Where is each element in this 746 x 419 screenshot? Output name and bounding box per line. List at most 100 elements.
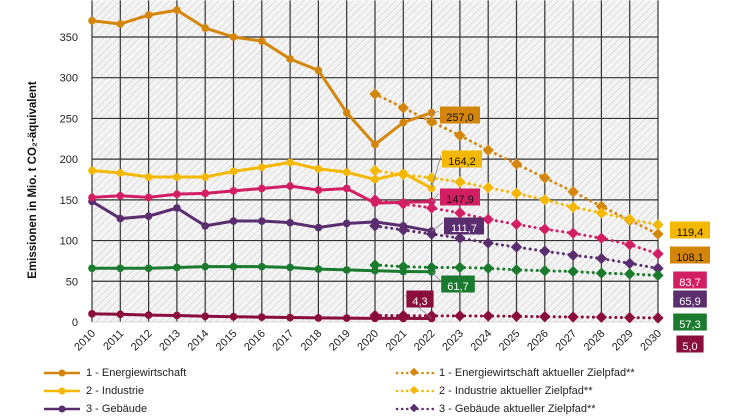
data-labels: 257,0 164,2 147,9 111,7 61,7 4,3 119,4 108,1 83,… [405, 106, 710, 353]
data-point-diamond [482, 181, 494, 194]
data-point [399, 222, 408, 230]
data-point [399, 314, 408, 323]
data-point [399, 267, 408, 276]
data-point [286, 313, 294, 322]
data-point-diamond [567, 311, 579, 323]
data-point-diamond [425, 172, 438, 184]
data-point [342, 168, 351, 176]
x-tick-label: 2028 [582, 328, 608, 354]
legend-item: 2 - Industrie [42, 382, 186, 400]
data-point [173, 204, 181, 212]
x-tick-label: 2029 [610, 328, 636, 354]
data-label-box [673, 290, 707, 308]
series-6-abfallwirtschaft-aktueller-zielpfad [369, 309, 664, 324]
data-point-diamond [652, 269, 664, 281]
data-point [173, 6, 181, 14]
legend-item: 3 - Gebäude aktueller Zielpfad** [395, 400, 635, 418]
legend-item: 1 - Energiewirtschaft aktueller Zielpfad… [395, 364, 635, 382]
data-label-text: 65,9 [679, 296, 700, 308]
data-point [371, 218, 379, 226]
data-point [229, 33, 238, 41]
data-label: 83,7 [673, 271, 707, 289]
data-label-box [673, 271, 707, 289]
data-point [229, 167, 238, 176]
data-point [342, 184, 351, 193]
label-leader-line [431, 222, 444, 232]
data-point [371, 266, 379, 275]
data-point-diamond [624, 238, 636, 251]
data-point-diamond [369, 164, 381, 177]
y-tick-label: 100 [60, 236, 78, 248]
data-point-diamond [482, 310, 494, 322]
y-tick-label: 0 [72, 317, 78, 329]
data-point [258, 262, 266, 271]
x-tick-label: 2021 [384, 328, 410, 354]
label-leader-line [431, 193, 440, 202]
legend-label: 1 - Energiewirtschaft aktueller Zielpfad… [439, 367, 635, 379]
data-label-text: 57,3 [679, 319, 700, 331]
data-point [314, 314, 323, 322]
data-point-diamond [454, 129, 466, 142]
data-point [342, 219, 351, 228]
x-tick-label: 2016 [242, 328, 268, 354]
data-point [399, 198, 408, 207]
data-point [258, 37, 266, 45]
legend-right: 1 - Energiewirtschaft aktueller Zielpfad… [395, 364, 635, 418]
data-point [314, 265, 323, 273]
x-tick-label: 2017 [270, 328, 296, 354]
data-point-diamond [595, 207, 608, 219]
data-label-text: 257,0 [446, 112, 474, 124]
data-label-box [670, 221, 710, 239]
data-point-diamond [567, 227, 579, 239]
data-point [258, 163, 266, 172]
data-label-box [441, 275, 475, 293]
x-tick-label: 2027 [553, 328, 579, 354]
data-point [116, 191, 125, 200]
data-point-diamond [567, 249, 579, 261]
data-point-diamond [454, 232, 466, 244]
data-label-box [673, 313, 707, 331]
data-point-diamond [454, 207, 466, 219]
data-point-diamond [652, 228, 664, 240]
data-point [144, 193, 153, 202]
data-label-box [440, 106, 480, 124]
x-tick-label: 2013 [157, 328, 183, 354]
data-point-diamond [567, 186, 579, 198]
data-point [314, 223, 323, 232]
data-point-diamond [624, 257, 636, 270]
legend-item: 1 - Energiewirtschaft [42, 364, 186, 382]
legend-label: 3 - Gebäude [86, 403, 148, 415]
data-point-diamond [369, 259, 381, 271]
data-point [88, 16, 96, 25]
data-point-diamond [454, 176, 466, 188]
data-point [173, 173, 181, 181]
x-tick-label: 2014 [186, 328, 212, 354]
data-point [399, 118, 408, 127]
legend-label: 1 - Energiewirtschaft [86, 367, 187, 379]
x-tick-label: 2026 [525, 328, 551, 354]
data-label-text: 147,9 [446, 194, 474, 206]
data-label-text: 119,4 [677, 227, 704, 239]
data-point-diamond [539, 265, 551, 277]
data-point [314, 165, 323, 173]
data-point [88, 193, 96, 202]
series-2-industrie [88, 158, 436, 193]
data-point-diamond [652, 312, 664, 324]
data-point [116, 310, 125, 319]
data-label: 257,0 [431, 106, 480, 124]
legend-label: 3 - Gebäude aktueller Zielpfad** [439, 403, 596, 415]
data-point-diamond [510, 264, 523, 276]
series-5-landwirtschaft [88, 262, 436, 276]
x-tick-label: 2020 [355, 328, 381, 354]
data-point [314, 186, 323, 194]
data-point [144, 173, 153, 181]
data-label-box [676, 335, 704, 353]
x-tick-label: 2030 [638, 328, 664, 354]
data-label-box [670, 246, 710, 264]
data-point [371, 175, 379, 184]
x-tick-label: 2019 [327, 328, 353, 354]
data-point [399, 169, 408, 177]
data-point-diamond [510, 187, 523, 199]
data-point [342, 314, 351, 322]
